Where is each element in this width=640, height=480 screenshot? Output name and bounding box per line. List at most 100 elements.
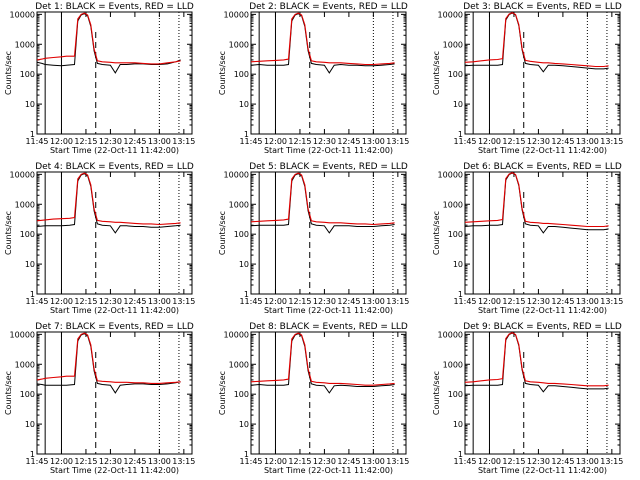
lld-series-line [464,331,609,387]
events-series-line [464,12,609,73]
x-tick-label: 12:30 [99,297,122,306]
y-tick-label: 1000 [443,40,463,49]
x-tick-label: 13:15 [386,137,409,146]
x-tick-label: 13:15 [172,457,195,466]
y-tick-label: 1 [244,450,249,459]
chart-title: Det 1: BLACK = Events, RED = LLD [35,2,194,12]
x-tick-label: 12:15 [288,457,311,466]
x-tick-label: 12:00 [264,297,287,306]
y-tick-label: 10000 [438,170,463,179]
x-axis-label: Start Time (22-Oct-11 11:42:00) [50,306,179,315]
plot-frame [36,11,193,135]
y-tick-label: 1 [458,130,463,139]
y-tick-label: 10 [239,100,249,109]
x-tick-label: 12:30 [527,297,550,306]
y-tick-label: 1 [30,450,35,459]
y-tick-label: 10000 [10,10,35,19]
y-tick-label: 100 [234,390,249,399]
x-tick-label: 12:45 [337,297,360,306]
y-tick-label: 100 [20,70,35,79]
x-axis-label: Start Time (22-Oct-11 11:42:00) [478,466,607,475]
y-tick-label: 1 [458,450,463,459]
x-tick-label: 12:15 [288,137,311,146]
chart-panel-3: Det 3: BLACK = Events, RED = LLD 1 10 100 10… [432,2,623,155]
x-tick-label: 13:15 [386,297,409,306]
y-axis-label: Counts/sec [218,371,227,415]
x-tick-label: 11:45 [25,137,48,146]
x-tick-label: 12:45 [337,137,360,146]
y-tick-label: 1000 [229,360,249,369]
x-tick-label: 11:45 [239,457,262,466]
x-tick-label: 11:45 [25,457,48,466]
x-tick-label: 12:00 [50,457,73,466]
chart-title: Det 2: BLACK = Events, RED = LLD [249,2,408,12]
x-axis-label: Start Time (22-Oct-11 11:42:00) [50,466,179,475]
x-tick-label: 12:00 [50,297,73,306]
x-tick-label: 12:45 [123,137,146,146]
x-tick-label: 12:00 [478,137,501,146]
plot-frame [464,171,621,295]
x-tick-label: 13:00 [576,297,599,306]
plot-frame [250,171,407,295]
y-tick-label: 1000 [15,200,35,209]
x-tick-label: 13:00 [576,457,599,466]
y-tick-label: 100 [20,390,35,399]
chart-title: Det 7: BLACK = Events, RED = LLD [35,322,194,332]
y-axis-label: Counts/sec [432,371,441,415]
chart-panel-2: Det 2: BLACK = Events, RED = LLD 1 10 100 10… [218,2,409,155]
x-tick-label: 12:15 [74,457,97,466]
chart-panel-6: Det 6: BLACK = Events, RED = LLD 1 10 100 10… [432,162,623,315]
x-tick-label: 12:30 [313,297,336,306]
y-tick-label: 10 [25,260,35,269]
x-axis-label: Start Time (22-Oct-11 11:42:00) [478,306,607,315]
lld-series-line [250,172,395,226]
lld-series-line [464,11,609,68]
x-tick-label: 12:45 [551,457,574,466]
x-tick-label: 12:45 [551,297,574,306]
x-tick-label: 11:45 [453,457,476,466]
x-tick-label: 12:15 [288,297,311,306]
chart-panel-8: Det 8: BLACK = Events, RED = LLD 1 10 100 10… [218,322,409,475]
x-axis-label: Start Time (22-Oct-11 11:42:00) [264,146,393,155]
chart-panel-9: Det 9: BLACK = Events, RED = LLD 1 10 100 10… [432,322,623,475]
x-tick-label: 12:30 [313,457,336,466]
x-tick-label: 13:00 [576,137,599,146]
x-axis-label: Start Time (22-Oct-11 11:42:00) [264,306,393,315]
chart-panel-5: Det 5: BLACK = Events, RED = LLD 1 10 100 10… [218,162,409,315]
x-axis-label: Start Time (22-Oct-11 11:42:00) [264,466,393,475]
y-tick-label: 100 [448,390,463,399]
y-tick-label: 1 [244,290,249,299]
x-tick-label: 12:15 [502,297,525,306]
chart-title: Det 3: BLACK = Events, RED = LLD [463,2,622,12]
y-tick-label: 10 [453,260,463,269]
x-tick-label: 12:30 [99,137,122,146]
x-tick-label: 13:00 [362,297,385,306]
x-tick-label: 12:00 [50,137,73,146]
y-tick-label: 1000 [229,200,249,209]
plot-frame [250,331,407,455]
x-tick-label: 12:15 [74,137,97,146]
chart-panel-4: Det 4: BLACK = Events, RED = LLD 1 10 100 10… [4,162,195,315]
x-tick-label: 12:45 [123,457,146,466]
lld-series-line [36,172,181,226]
x-tick-label: 12:15 [74,297,97,306]
x-axis-label: Start Time (22-Oct-11 11:42:00) [478,146,607,155]
y-tick-label: 10 [239,420,249,429]
x-tick-label: 12:15 [502,457,525,466]
x-tick-label: 12:30 [527,457,550,466]
x-tick-label: 12:00 [478,297,501,306]
x-tick-label: 13:00 [148,297,171,306]
y-tick-label: 10 [239,260,249,269]
x-tick-label: 12:30 [99,457,122,466]
y-tick-label: 10 [25,420,35,429]
events-series-line [250,173,395,234]
y-tick-label: 10 [453,100,463,109]
x-tick-label: 12:15 [502,137,525,146]
y-axis-label: Counts/sec [218,51,227,95]
lld-series-line [464,171,609,228]
x-tick-label: 11:45 [239,297,262,306]
chart-title: Det 9: BLACK = Events, RED = LLD [463,322,622,332]
y-axis-label: Counts/sec [4,51,13,95]
events-series-line [36,333,181,394]
x-tick-label: 13:15 [600,137,623,146]
